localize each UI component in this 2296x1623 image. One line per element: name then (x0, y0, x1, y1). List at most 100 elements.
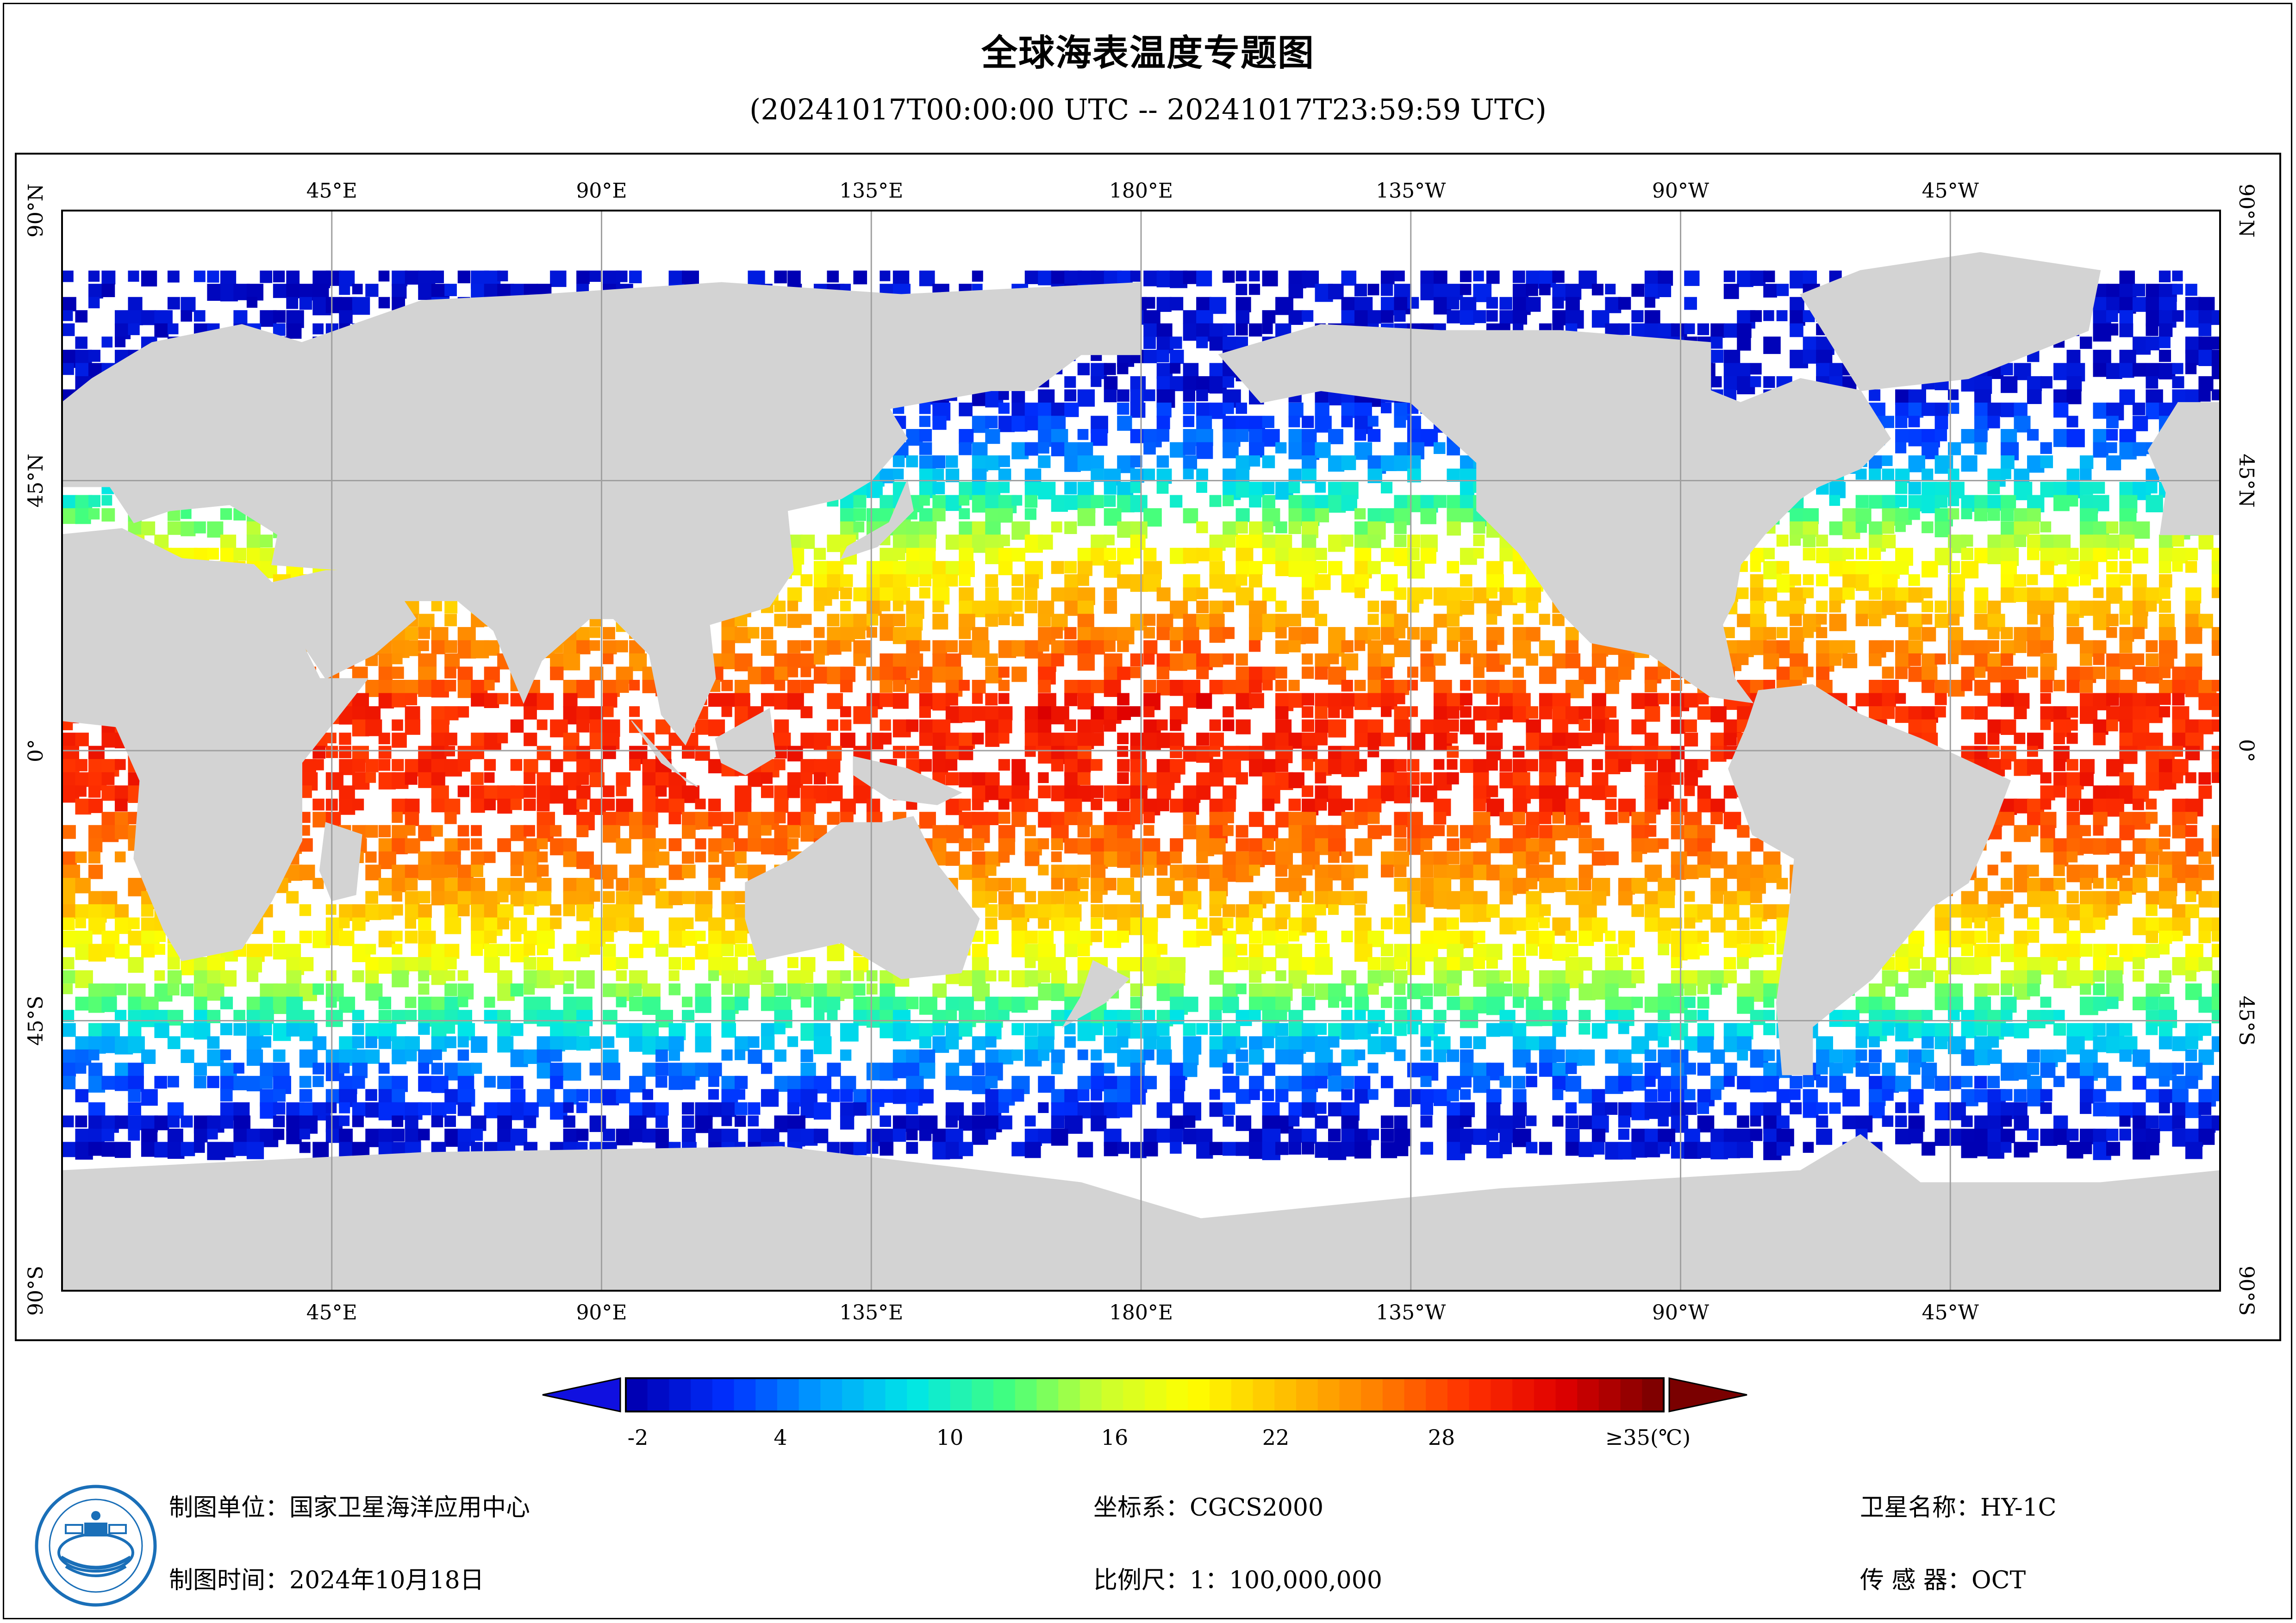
sst-cell (1077, 363, 1090, 375)
sst-cell (1394, 521, 1407, 534)
sst-cell (1618, 297, 1631, 310)
sst-cell (1605, 679, 1619, 694)
sst-cell (774, 812, 786, 824)
sst-cell (1235, 402, 1247, 414)
sst-cell (827, 812, 840, 825)
sst-cell (1315, 614, 1328, 626)
sst-cell (1051, 877, 1063, 890)
sst-cell (998, 547, 1012, 562)
sst-cell (167, 521, 181, 535)
sst-cell (1539, 812, 1552, 824)
sst-cell (2106, 706, 2121, 722)
sst-cell (2093, 429, 2107, 442)
sst-cell (1367, 798, 1382, 813)
sst-cell (62, 719, 73, 730)
sst-cell (1763, 310, 1774, 321)
sst-cell (1605, 706, 1617, 718)
sst-cell (682, 917, 694, 929)
sst-cell (1776, 877, 1788, 889)
sst-cell (959, 547, 973, 563)
sst-cell (1394, 587, 1407, 600)
sst-cell (563, 838, 577, 852)
sst-cell (1776, 535, 1789, 547)
sst-cell (774, 825, 789, 840)
sst-cell (537, 891, 552, 906)
sst-cell (141, 904, 154, 917)
sst-cell (2159, 336, 2171, 348)
sst-cell (945, 535, 961, 550)
sst-cell (1895, 600, 1907, 612)
sst-cell (1302, 759, 1313, 771)
sst-cell (2185, 600, 2201, 616)
sst-cell (1051, 442, 1066, 456)
sst-cell (2106, 614, 2119, 627)
sst-cell (2159, 653, 2174, 669)
sst-cell (1367, 508, 1382, 522)
sst-cell (1091, 759, 1103, 771)
sst-cell (1011, 600, 1023, 612)
sst-cell (2106, 877, 2118, 889)
sst-cell (1934, 416, 1948, 429)
sst-cell (2119, 825, 2135, 840)
sst-cell (945, 772, 959, 786)
sst-cell (471, 864, 483, 877)
sst-cell (1156, 851, 1171, 866)
sst-cell (1381, 310, 1394, 323)
sst-cell (1381, 825, 1392, 836)
sst-cell (880, 733, 892, 745)
sst-cell (2106, 904, 2118, 916)
sst-cell (629, 825, 643, 839)
sst-cell (1011, 574, 1023, 586)
sst-cell (1104, 363, 1116, 375)
sst-cell (1684, 297, 1697, 310)
sst-cell (1829, 363, 1843, 377)
sst-cell (1486, 719, 1497, 731)
sst-cell (1235, 508, 1250, 522)
sst-cell (1460, 482, 1474, 497)
sst-cell (655, 798, 670, 813)
sst-cell (959, 429, 974, 444)
sst-cell (312, 798, 324, 811)
sst-cell (1170, 759, 1185, 775)
sst-cell (1156, 297, 1172, 312)
sst-cell (2040, 455, 2053, 468)
sst-cell (563, 746, 579, 762)
sst-cell (1644, 679, 1657, 692)
sst-cell (2172, 547, 2188, 564)
sst-cell (1302, 587, 1314, 600)
sst-cell (1341, 891, 1356, 905)
sst-cell (1170, 719, 1182, 731)
sst-cell (1196, 864, 1211, 879)
sst-cell (866, 706, 878, 718)
sst-cell (431, 640, 446, 654)
sst-cell (1447, 706, 1460, 719)
sst-cell (616, 785, 627, 796)
sst-cell (2172, 535, 2184, 547)
sst-cell (2119, 323, 2134, 337)
sst-cell (1855, 508, 1872, 524)
sst-cell (1869, 468, 1881, 481)
sst-cell (1051, 521, 1062, 533)
sst-cell (497, 838, 512, 852)
sst-cell (2066, 733, 2078, 744)
sst-cell (1565, 640, 1579, 653)
sst-cell (1064, 521, 1077, 534)
sst-cell (945, 653, 961, 669)
sst-cell (1460, 627, 1473, 640)
sst-cell (906, 574, 919, 587)
sst-cell (1209, 864, 1224, 879)
sst-cell (1987, 508, 2000, 521)
sst-cell (62, 508, 78, 524)
sst-cell (1223, 904, 1235, 917)
sst-cell (616, 270, 628, 282)
sst-cell (1341, 693, 1355, 707)
sst-cell (2211, 627, 2220, 644)
sst-cell (892, 574, 908, 589)
sst-cell (800, 614, 812, 625)
sst-cell (510, 284, 524, 297)
sst-cell (1024, 508, 1036, 520)
sst-cell (1394, 455, 1410, 471)
sst-cell (2198, 323, 2212, 336)
sst-cell (1631, 851, 1642, 863)
sst-cell (1262, 798, 1275, 811)
